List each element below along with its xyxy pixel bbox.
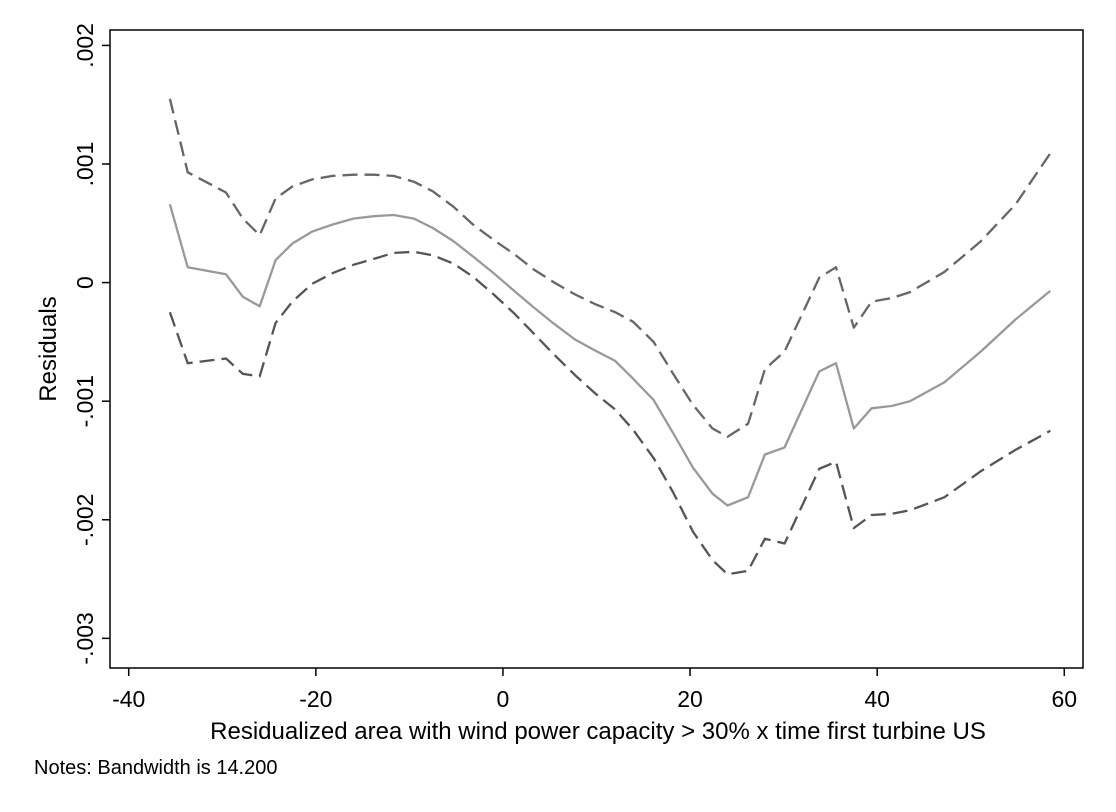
series-layer xyxy=(168,98,1052,576)
y-tick-label: 0 xyxy=(72,276,98,289)
x-tick-label: 40 xyxy=(864,686,890,712)
x-tick-label: -40 xyxy=(112,686,145,712)
x-tick-label: -20 xyxy=(299,686,332,712)
y-tick-label: .002 xyxy=(72,23,98,68)
x-tick-label: 20 xyxy=(677,686,703,712)
x-tick-label: 60 xyxy=(1051,686,1077,712)
x-axis-title: Residualized area with wind power capaci… xyxy=(210,718,986,745)
y-tick-label: -.002 xyxy=(72,494,98,546)
y-tick-label: .001 xyxy=(72,142,98,187)
y-tick-label: -.003 xyxy=(72,612,98,664)
y-tick-label: -.001 xyxy=(72,375,98,427)
y-axis: .002 .001 0 -.001 -.002 -.003 xyxy=(72,23,110,665)
y-axis-title: Residuals xyxy=(35,296,62,401)
plot-frame xyxy=(109,29,1084,669)
upper-bound-line xyxy=(168,98,1052,438)
x-tick-label: 0 xyxy=(497,686,510,712)
fitted-line xyxy=(168,203,1052,507)
lower-bound-line xyxy=(168,250,1051,576)
notes-text: Notes: Bandwidth is 14.200 xyxy=(34,757,278,779)
x-axis: -40 -20 0 20 40 60 xyxy=(112,668,1077,712)
